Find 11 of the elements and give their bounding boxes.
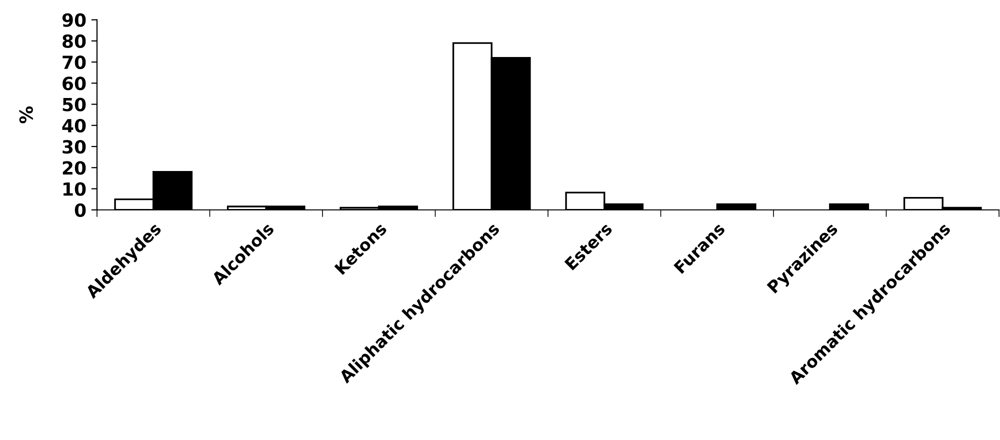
y-tick-label: 60: [62, 76, 86, 90]
y-tick-label: 10: [63, 182, 86, 196]
y-tick-label: 70: [62, 56, 86, 70]
y-tick-label: 90: [62, 13, 86, 27]
y-axis-title: %: [19, 106, 33, 124]
y-tick-label: 30: [62, 140, 86, 154]
y-tick-label: 40: [62, 118, 86, 133]
y-tick-label: 80: [62, 34, 86, 48]
y-tick-label: 20: [62, 161, 86, 175]
y-tick-label: 0: [74, 203, 86, 217]
y-tick-label: 50: [62, 98, 86, 112]
